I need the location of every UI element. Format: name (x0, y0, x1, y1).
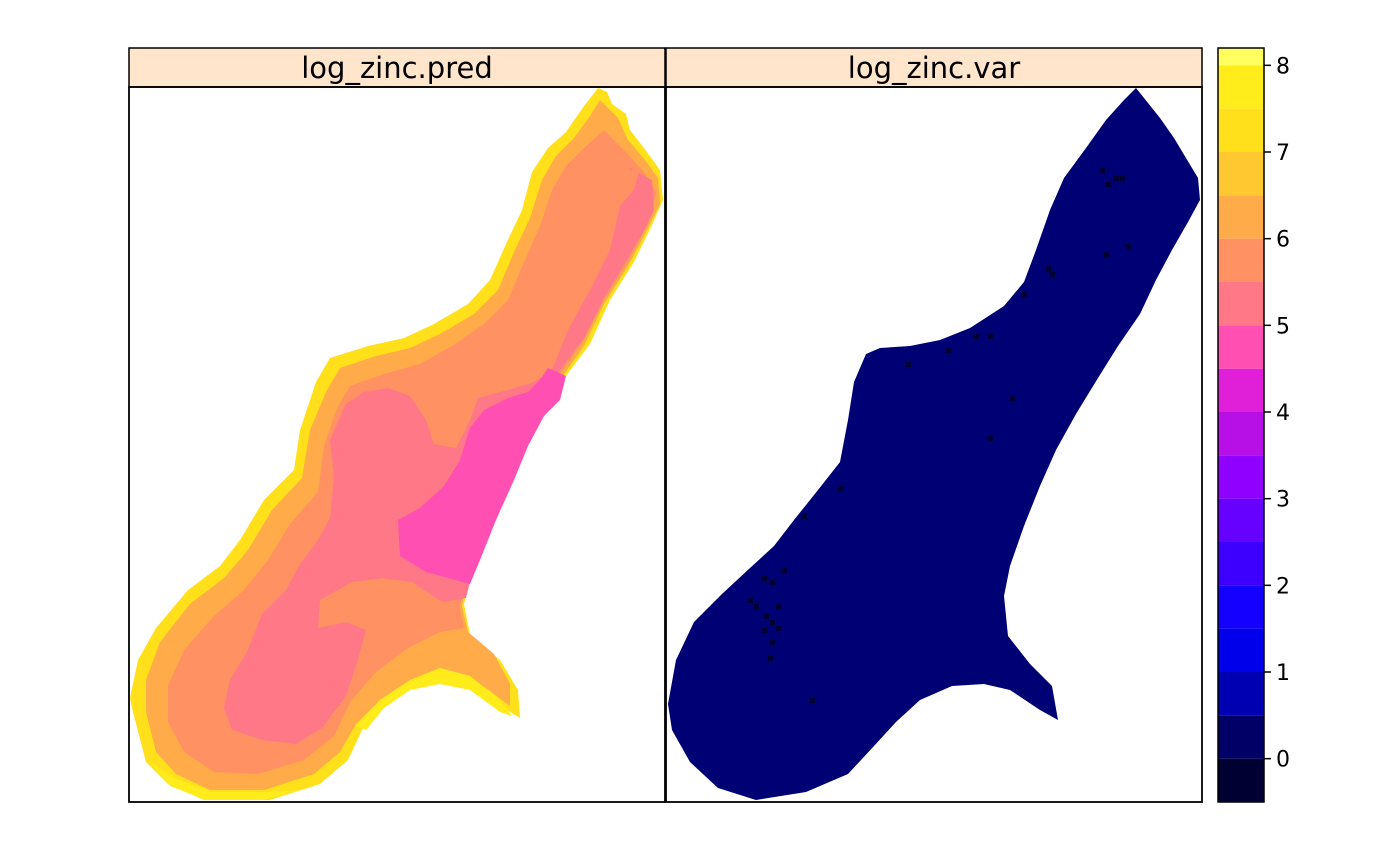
colorkey-band (1218, 282, 1264, 326)
colorkey-tick-label: 8 (1276, 54, 1290, 79)
colorkey-band (1218, 152, 1264, 196)
sample-point (770, 620, 775, 625)
sample-point (1104, 252, 1109, 257)
colorkey-band (1218, 628, 1264, 672)
colorkey-band (1218, 585, 1264, 629)
sample-point (764, 614, 769, 619)
colorkey-ticks: 0 1 2 3 4 5 6 7 8 (1264, 54, 1290, 773)
panel-var: log_zinc.var (665, 47, 1203, 803)
colorkey-tick-label: 1 (1276, 661, 1290, 686)
colorkey-band (1218, 758, 1264, 802)
sample-point (776, 626, 781, 631)
sample-point (906, 362, 911, 367)
colorkey-band (1218, 238, 1264, 282)
colorkey-band (1218, 672, 1264, 716)
sample-point (810, 698, 815, 703)
pred-yellow-bottom (148, 760, 300, 800)
pred-island-1 (596, 168, 640, 214)
panel-frame-var (665, 86, 1203, 803)
sample-point (974, 334, 979, 339)
sample-point (1106, 182, 1111, 187)
pred-yellow-arc (356, 668, 512, 730)
sample-point (748, 598, 753, 603)
sample-point (770, 640, 775, 645)
colorkey-band (1218, 65, 1264, 109)
sample-point (1046, 266, 1051, 271)
colorkey-band (1218, 412, 1264, 456)
colorkey-tick-label: 6 (1276, 228, 1290, 253)
pred-region-hotpink (398, 368, 566, 584)
sample-point (1126, 244, 1131, 249)
sample-point (762, 576, 767, 581)
colorkey-band (1218, 455, 1264, 499)
sample-point (1114, 176, 1119, 181)
var-sample-points (748, 168, 1131, 703)
colorkey-tick-label: 4 (1276, 401, 1290, 426)
sample-point (1120, 176, 1125, 181)
strip-label-pred: log_zinc.pred (301, 51, 492, 85)
colorkey-bands (1218, 48, 1264, 802)
colorkey-tick-label: 3 (1276, 488, 1290, 513)
pred-island-2 (380, 578, 450, 608)
sample-point (1022, 292, 1027, 297)
strip-pred (128, 47, 666, 88)
colorkey-band (1218, 368, 1264, 412)
colorkey-tick-label: 7 (1276, 141, 1290, 166)
sample-point (782, 568, 787, 573)
pred-region-pink (224, 168, 654, 744)
pred-raster (130, 88, 663, 800)
sample-point (1100, 168, 1105, 173)
colorkey-band (1218, 498, 1264, 542)
panel-pred: log_zinc.pred (128, 47, 666, 803)
sample-point (768, 656, 773, 661)
sample-point (770, 580, 775, 585)
colorkey-tick-label: 2 (1276, 574, 1290, 599)
strip-label-var: log_zinc.var (848, 51, 1020, 85)
sample-point (946, 348, 951, 353)
colorkey-band (1218, 195, 1264, 239)
sample-point (802, 514, 807, 519)
var-region (668, 88, 1200, 800)
colorkey-band (1218, 325, 1264, 369)
colorkey-band (1218, 542, 1264, 586)
sample-point (988, 334, 993, 339)
colorkey-frame (1217, 47, 1265, 803)
colorkey-band (1218, 48, 1264, 66)
sample-point (1050, 272, 1055, 277)
colorkey-tick-label: 5 (1276, 314, 1290, 339)
sample-point (754, 604, 759, 609)
colorkey: 0 1 2 3 4 5 6 7 8 (1217, 47, 1290, 803)
panel-frame-pred (128, 86, 666, 803)
var-raster (668, 88, 1200, 800)
colorkey-tick-label: 0 (1276, 748, 1290, 773)
sample-point (838, 486, 843, 491)
sample-point (762, 628, 767, 633)
sample-point (776, 604, 781, 609)
colorkey-band (1218, 108, 1264, 152)
sample-point (1010, 396, 1015, 401)
colorkey-band (1218, 715, 1264, 759)
sample-point (988, 436, 993, 441)
